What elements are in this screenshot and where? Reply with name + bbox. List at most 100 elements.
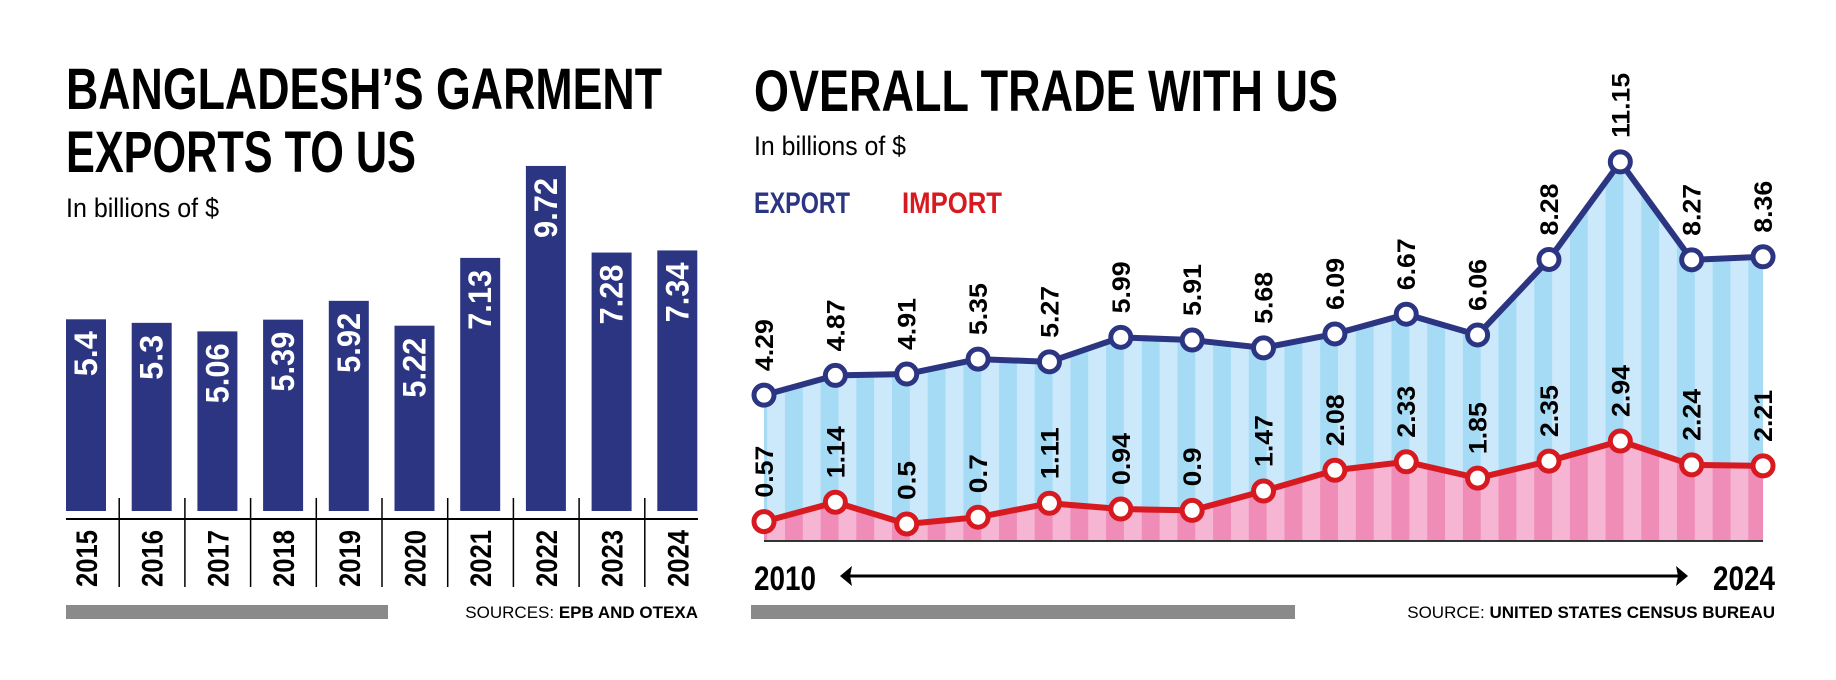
import-value-label: 0.94 [1108,433,1136,485]
import-value-label: 2.35 [1536,385,1564,437]
export-value-label: 4.29 [751,319,779,371]
source-value: UNITED STATES CENSUS BUREAU [1489,603,1775,622]
export-value-label: 5.99 [1108,261,1136,313]
import-value-label: 0.57 [751,446,779,498]
x-tick-label: 2022 [531,530,564,587]
arrow-right-icon [1676,566,1688,586]
export-point-2023 [1679,247,1705,273]
source-text: SOURCES: EPB AND OTEXA [465,603,698,622]
timeline-arrow [840,566,1688,586]
export-point-2014 [1036,349,1062,375]
import-value-label: 2.94 [1607,365,1635,417]
import-point-2014 [1036,490,1062,516]
import-point-2015 [1108,496,1134,522]
chart-subtitle: In billions of $ [66,193,219,223]
import-value-label: 1.14 [822,426,850,478]
x-tick-label: 2023 [597,530,630,587]
bar-value-label: 5.4 [68,331,104,376]
import-point-2012 [894,511,920,537]
import-value-label: 1.85 [1465,402,1493,454]
bar-2020 [394,325,435,511]
arrow-left-icon [840,566,852,586]
export-point-2015 [1108,324,1134,350]
import-point-2024 [1750,453,1776,479]
decorative-gray-bar [66,605,388,619]
garment-exports-chart: BANGLADESH’S GARMENT EXPORTS TO US In bi… [66,57,698,622]
export-value-label: 4.91 [894,298,922,350]
line-plot-area: 4.29 4.87 4.91 5.35 5.27 5.99 5.91 5.68 6.09 6.67… [751,73,1778,542]
export-value-label: 5.91 [1179,264,1207,316]
import-value-label: 2.24 [1679,389,1707,441]
import-point-2022 [1607,428,1633,454]
chart-title-line2: EXPORTS TO US [66,120,416,185]
export-point-2020 [1465,322,1491,348]
bar-2018 [263,319,304,511]
export-point-2021 [1536,246,1562,272]
import-point-2018 [1322,457,1348,483]
export-value-label: 8.36 [1750,181,1778,233]
bar-value-label: 5.06 [199,343,235,403]
export-value-label: 5.35 [965,283,993,335]
x-end-label: 2024 [1713,560,1775,598]
x-tick-label: 2020 [400,530,433,587]
chart-title: OVERALL TRADE WITH US [754,59,1338,124]
x-tick-label: 2024 [662,530,695,587]
x-tick-label: 2021 [465,530,498,587]
decorative-gray-bar [751,605,1295,619]
export-value-label: 8.28 [1536,183,1564,235]
chart-subtitle: In billions of $ [754,131,906,161]
import-point-2021 [1536,448,1562,474]
import-value-label: 0.9 [1179,447,1207,486]
export-value-label: 6.09 [1322,258,1350,310]
export-value-label: 5.68 [1251,272,1279,324]
import-value-label: 1.11 [1036,427,1064,479]
bar-value-label: 7.28 [594,265,630,325]
export-point-2017 [1251,335,1277,361]
import-value-label: 2.08 [1322,394,1350,446]
export-value-label: 8.27 [1679,184,1707,236]
export-point-2019 [1393,301,1419,327]
bar-value-label: 5.3 [134,335,170,380]
bar-value-label: 7.13 [462,270,498,330]
import-point-2011 [822,489,848,515]
import-point-2016 [1179,497,1205,523]
bar-value-label: 9.72 [528,178,564,238]
export-point-2024 [1750,244,1776,270]
import-point-2017 [1251,478,1277,504]
import-value-label: 1.47 [1251,415,1279,467]
source-label: SOURCES: [465,603,554,622]
export-value-label: 5.27 [1036,286,1064,338]
import-point-2013 [965,504,991,530]
export-value-label: 6.67 [1393,238,1421,290]
bar-2022 [525,165,566,511]
export-value-label: 11.15 [1607,73,1635,138]
export-point-2012 [894,361,920,387]
import-value-label: 0.5 [894,461,922,500]
bar-value-label: 7.34 [659,262,695,322]
legend-import: IMPORT [902,187,1002,220]
import-point-2020 [1465,465,1491,491]
export-point-2022 [1607,149,1633,175]
bar-2021 [460,257,501,511]
bar-2016 [131,322,172,511]
x-tick-label: 2019 [334,530,367,587]
source-value: EPB AND OTEXA [559,603,698,622]
chart-title-line1: BANGLADESH’S GARMENT [66,57,662,122]
bar-2017 [197,331,238,511]
import-value-label: 2.33 [1393,386,1421,438]
bar-2023 [591,252,632,511]
legend-export: EXPORT [754,187,850,220]
export-point-2011 [822,362,848,388]
bar-2015 [66,319,106,511]
overall-trade-chart: OVERALL TRADE WITH US In billions of $ E… [751,59,1778,622]
bar-2019 [328,300,369,511]
export-point-2013 [965,346,991,372]
x-start-label: 2010 [754,560,816,598]
x-tick-label: 2017 [202,530,235,587]
source-text: SOURCE: UNITED STATES CENSUS BUREAU [1407,603,1775,622]
import-point-2010 [751,509,777,535]
bar-value-label: 5.39 [265,332,301,392]
source-label: SOURCE: [1407,603,1484,622]
bar-2024 [657,250,698,511]
